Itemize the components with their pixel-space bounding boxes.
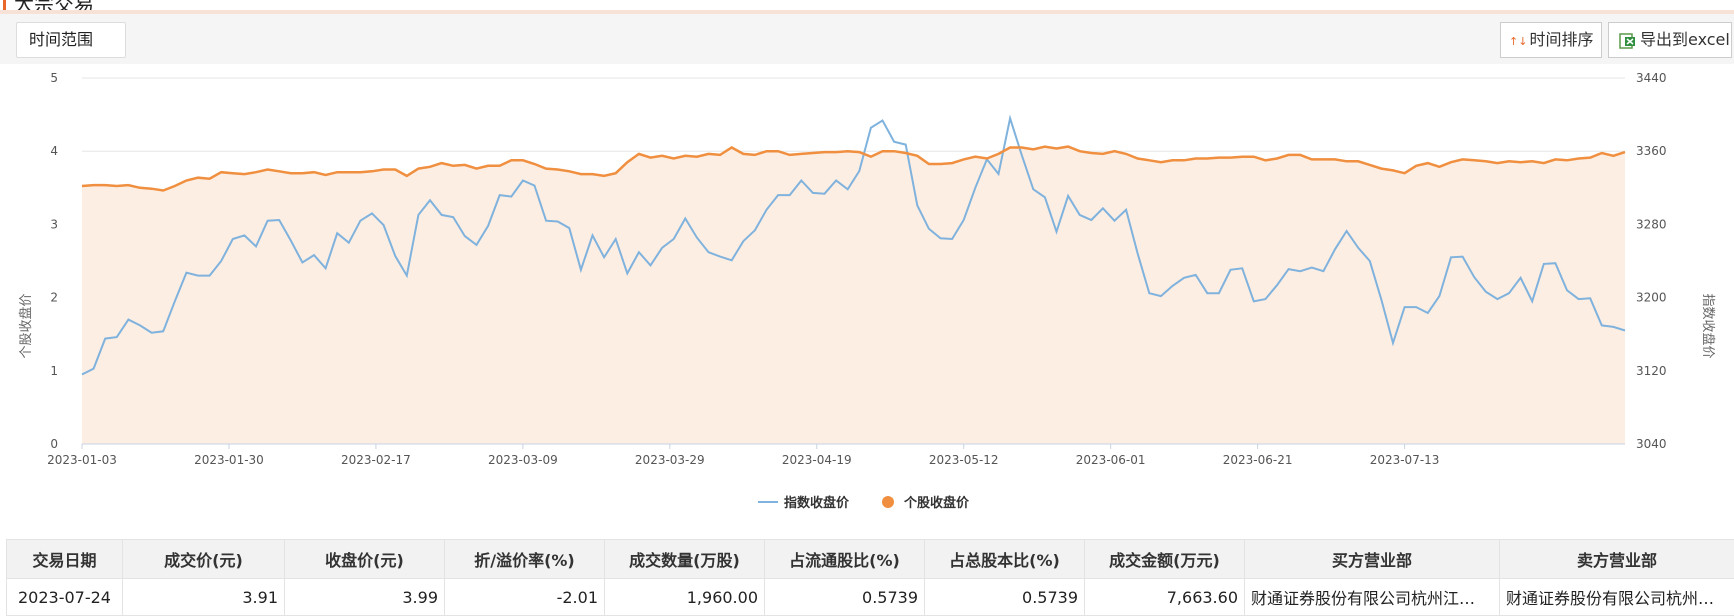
index-close-line [81, 114, 1626, 376]
col-header-trade-date[interactable]: 交易日期 [6, 539, 123, 579]
cell-total-ratio: 0.5739 [924, 578, 1085, 616]
right-tick-label: 3120 [1636, 364, 1667, 378]
x-tick-label: 2023-04-19 [782, 453, 852, 467]
col-header-amount[interactable]: 成交金额(万元) [1084, 539, 1245, 579]
col-header-premium-rate[interactable]: 折/溢价率(%) [444, 539, 605, 579]
sort-arrows-icon: ↑↓ [1509, 35, 1528, 48]
legend-item-stock[interactable]: 个股收盘价 [882, 495, 970, 511]
toolbar: 时间范围 ↑↓ 时间排序 导出到excel [0, 14, 1734, 64]
x-tick-label: 2023-06-01 [1076, 453, 1146, 467]
x-tick-label: 2023-03-29 [635, 453, 705, 467]
excel-icon [1619, 32, 1635, 49]
table-row: 2023-07-24 3.91 3.99 -2.01 1,960.00 0.57… [6, 578, 1734, 616]
section-divider [0, 10, 1734, 14]
legend-stock-swatch [882, 496, 894, 508]
x-tick-label: 2023-01-30 [194, 453, 264, 467]
cell-close-price: 3.99 [284, 578, 445, 616]
right-tick-label: 3280 [1636, 217, 1667, 231]
section-accent-bar [3, 0, 6, 10]
time-range-button[interactable]: 时间范围 [16, 22, 126, 58]
block-trade-table: 交易日期 成交价(元) 收盘价(元) 折/溢价率(%) 成交数量(万股) 占流通… [6, 539, 1734, 616]
x-tick-label: 2023-07-13 [1370, 453, 1440, 467]
left-tick-label: 3 [50, 217, 58, 231]
right-tick-label: 3200 [1636, 291, 1667, 305]
legend-item-index[interactable]: 指数收盘价 [758, 495, 850, 511]
chart-axes: 5 4 3 2 1 0 3440 3360 3280 3200 3120 3040 2023-01-03… [47, 71, 1666, 467]
time-sort-label: 时间排序 [1529, 30, 1594, 49]
left-tick-label: 2 [50, 291, 58, 305]
cell-premium-rate: -2.01 [444, 578, 605, 616]
col-header-close-price[interactable]: 收盘价(元) [284, 539, 445, 579]
cell-float-ratio: 0.5739 [764, 578, 925, 616]
cell-volume: 1,960.00 [604, 578, 765, 616]
x-tick-label: 2023-02-17 [341, 453, 411, 467]
left-tick-label: 1 [50, 364, 58, 378]
col-header-volume[interactable]: 成交数量(万股) [604, 539, 765, 579]
right-tick-label: 3040 [1636, 437, 1667, 451]
col-header-float-ratio[interactable]: 占流通股比(%) [764, 539, 925, 579]
right-tick-label: 3360 [1636, 144, 1667, 158]
stock-price-area [82, 146, 1625, 444]
col-header-deal-price[interactable]: 成交价(元) [122, 539, 285, 579]
x-tick-label: 2023-05-12 [929, 453, 999, 467]
left-axis-label: 个股收盘价 [18, 293, 34, 358]
col-header-seller[interactable]: 卖方营业部 [1499, 539, 1734, 579]
col-header-total-ratio[interactable]: 占总股本比(%) [924, 539, 1085, 579]
left-tick-label: 5 [50, 71, 58, 85]
price-chart: 5 4 3 2 1 0 3440 3360 3280 3200 3120 3040 2023-01-03… [18, 71, 1716, 511]
x-tick-label: 2023-03-09 [488, 453, 558, 467]
x-tick-label: 2023-01-03 [47, 453, 117, 467]
right-axis-label: 指数收盘价 [1700, 293, 1716, 358]
cell-buyer[interactable]: 财通证券股份有限公司杭州江… [1244, 578, 1500, 616]
cell-seller[interactable]: 财通证券股份有限公司杭州江… [1499, 578, 1734, 616]
section-header: 大宗交易 [0, 0, 1734, 16]
stock-close-line [81, 145, 1626, 192]
cell-amount: 7,663.60 [1084, 578, 1245, 616]
left-tick-label: 0 [50, 437, 58, 451]
right-tick-label: 3440 [1636, 71, 1667, 85]
legend-stock-label: 个股收盘价 [903, 495, 970, 511]
cell-trade-date: 2023-07-24 [6, 578, 123, 616]
export-excel-button[interactable]: 导出到excel [1608, 22, 1732, 58]
col-header-buyer[interactable]: 买方营业部 [1244, 539, 1500, 579]
table-header-row: 交易日期 成交价(元) 收盘价(元) 折/溢价率(%) 成交数量(万股) 占流通… [6, 539, 1734, 579]
cell-deal-price: 3.91 [122, 578, 285, 616]
time-sort-button[interactable]: ↑↓ 时间排序 [1500, 22, 1602, 58]
left-tick-label: 4 [50, 144, 58, 158]
legend-index-label: 指数收盘价 [784, 495, 850, 511]
export-excel-label: 导出到excel [1640, 30, 1730, 49]
x-tick-label: 2023-06-21 [1223, 453, 1293, 467]
chart-legend: 指数收盘价 个股收盘价 [758, 495, 970, 511]
